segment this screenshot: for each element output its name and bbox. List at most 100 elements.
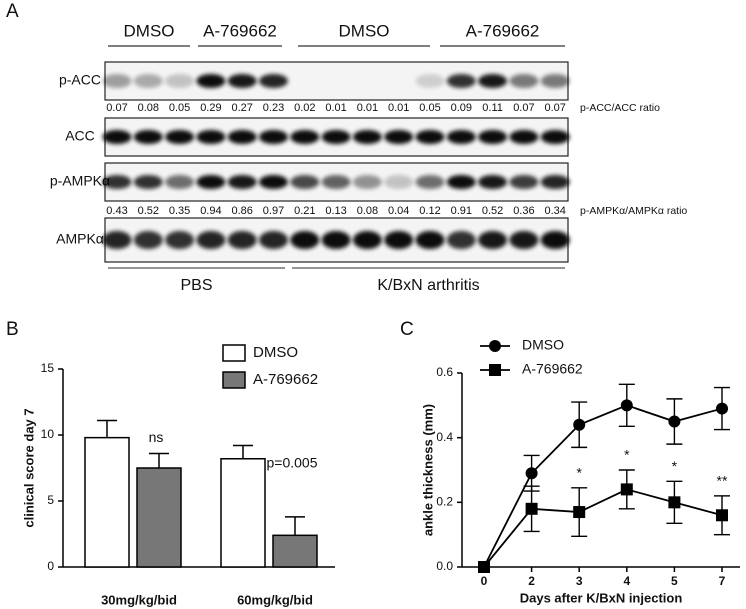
band (540, 175, 570, 189)
panel-label: C (400, 319, 414, 340)
x-tick-label: 2 (528, 574, 535, 588)
band (415, 74, 445, 88)
legend-marker (489, 364, 501, 376)
annotation: p=0.005 (267, 454, 318, 470)
band (259, 231, 288, 249)
band (102, 130, 132, 144)
marker (525, 502, 538, 515)
ratio-value: 0.07 (513, 102, 534, 114)
significance: * (672, 458, 678, 474)
band (540, 130, 570, 144)
marker (716, 509, 728, 522)
band (227, 231, 257, 249)
band (196, 231, 226, 249)
column-group-label: A-769662 (466, 21, 540, 40)
ratio-value: 0.05 (419, 102, 440, 114)
band (540, 231, 570, 249)
ratio-value: 0.13 (325, 205, 346, 217)
legend-swatch (222, 371, 246, 389)
legend-label: DMSO (522, 337, 564, 353)
significance: * (624, 447, 630, 463)
legend-swatch (222, 344, 246, 362)
band (509, 231, 539, 249)
x-tick-label: 30mg/kg/bid (101, 592, 177, 607)
ratio-value: 0.27 (231, 102, 252, 114)
column-group-label: DMSO (124, 21, 175, 40)
band (102, 74, 132, 88)
row-label: ACC (65, 128, 95, 144)
legend-label: A-769662 (253, 371, 318, 388)
ratio-value: 0.34 (544, 205, 565, 217)
band (165, 175, 195, 189)
band (384, 130, 414, 144)
y-tick-label: 5 (47, 493, 54, 507)
y-tick-label: 0.2 (436, 495, 453, 509)
band (446, 130, 476, 144)
y-tick-label: 0.4 (436, 430, 453, 444)
legend-label: A-769662 (522, 361, 583, 377)
x-tick-label: 0 (481, 574, 488, 588)
band (196, 175, 226, 189)
ratio-value: 0.01 (388, 102, 409, 114)
ratio-value: 0.36 (513, 205, 534, 217)
band (478, 74, 508, 88)
row-label: p-AMPKα (50, 173, 110, 189)
band (227, 175, 257, 189)
ratio-value: 0.21 (294, 205, 315, 217)
series-line (483, 488, 723, 568)
ratio-value: 0.29 (200, 102, 221, 114)
y-axis-label: ankle thickness (mm) (420, 404, 435, 536)
x-tick-label: 4 (623, 574, 630, 588)
marker (573, 506, 586, 519)
band (478, 130, 508, 144)
legend-marker (489, 340, 501, 352)
ratio-value: 0.86 (231, 205, 252, 217)
band (165, 231, 195, 249)
ratio-value: 0.11 (482, 102, 503, 114)
band (415, 231, 445, 249)
band (290, 175, 320, 189)
panel-label: B (6, 319, 19, 340)
ratio-value: 0.09 (451, 102, 472, 114)
condition-label: PBS (180, 277, 212, 294)
ratio-row-label: p-AMPKα/AMPKα ratio (580, 205, 687, 217)
band (321, 175, 351, 189)
ratio-value: 0.43 (106, 205, 127, 217)
band (196, 74, 226, 88)
ratio-value: 0.35 (169, 205, 190, 217)
band (133, 74, 163, 88)
bar (136, 467, 182, 568)
band (446, 231, 476, 249)
y-tick-label: 10 (41, 427, 55, 441)
band (259, 130, 288, 144)
ratio-value: 0.23 (263, 102, 284, 114)
band (509, 130, 539, 144)
band (133, 130, 163, 144)
y-tick-label: 0.6 (436, 365, 453, 379)
band (446, 175, 476, 189)
band (446, 74, 476, 88)
column-group-label: A-769662 (203, 21, 277, 40)
ratio-value: 0.07 (544, 102, 565, 114)
ratio-row-label: p-ACC/ACC ratio (580, 102, 660, 114)
bar (84, 436, 130, 568)
ratio-value: 0.07 (106, 102, 127, 114)
marker (716, 402, 728, 415)
marker (573, 418, 586, 431)
band (102, 175, 132, 189)
x-tick-label: 5 (671, 574, 678, 588)
ratio-value: 0.91 (451, 205, 472, 217)
band (415, 175, 445, 189)
marker (668, 415, 681, 428)
band (384, 231, 414, 249)
band (259, 74, 288, 88)
row-label: AMPKα (56, 231, 104, 247)
band (478, 175, 508, 189)
ratio-value: 0.04 (388, 205, 409, 217)
significance: * (576, 464, 582, 480)
ratio-value: 0.01 (325, 102, 346, 114)
band (227, 74, 257, 88)
significance: ** (717, 473, 728, 489)
band (102, 231, 132, 249)
